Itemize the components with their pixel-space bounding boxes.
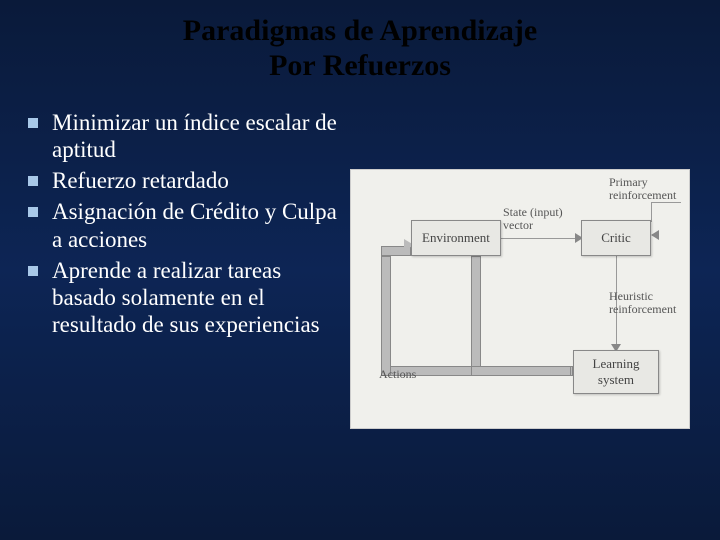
diagram-box-learning: Learningsystem (573, 350, 659, 394)
bullet-text: Refuerzo retardado (52, 167, 229, 194)
bullet-item: Refuerzo retardado (28, 167, 340, 194)
diagram-label-heuristic: Heuristicreinforcement (609, 290, 676, 316)
diagram-box-critic: Critic (581, 220, 651, 256)
bullet-marker-icon (28, 118, 38, 128)
bullet-item: Minimizar un índice escalar de aptitud (28, 109, 340, 163)
title-line1: Paradigmas de Aprendizaje (0, 14, 720, 49)
slide-title: Paradigmas de Aprendizaje Por Refuerzos (0, 0, 720, 83)
diagram-label-state: State (input)vector (503, 206, 563, 232)
diagram-label-primary: Primaryreinforcement (609, 176, 676, 202)
bullet-text: Asignación de Crédito y Culpa a acciones (52, 198, 340, 252)
arrow-env-down (471, 256, 481, 376)
bullet-item: Aprende a realizar tareas basado solamen… (28, 257, 340, 338)
bullet-text: Minimizar un índice escalar de aptitud (52, 109, 340, 163)
bullet-text: Aprende a realizar tareas basado solamen… (52, 257, 340, 338)
title-line2: Por Refuerzos (0, 49, 720, 84)
bullet-list: Minimizar un índice escalar de aptitud Re… (0, 109, 340, 429)
diagram-box-environment: Environment (411, 220, 501, 256)
diagram-label-actions: Actions (379, 368, 416, 381)
arrow-env-right (471, 366, 571, 376)
arrow-actions-v (381, 256, 391, 376)
bullet-item: Asignación de Crédito y Culpa a acciones (28, 198, 340, 252)
content-area: Minimizar un índice escalar de aptitud Re… (0, 109, 720, 429)
arrow-primary-head (651, 230, 659, 240)
arrow-primary-v (651, 202, 652, 222)
bullet-marker-icon (28, 266, 38, 276)
arrow-state (501, 238, 579, 239)
bullet-marker-icon (28, 207, 38, 217)
bullet-marker-icon (28, 176, 38, 186)
rl-diagram: Environment Critic Learningsystem Primar… (350, 169, 690, 429)
